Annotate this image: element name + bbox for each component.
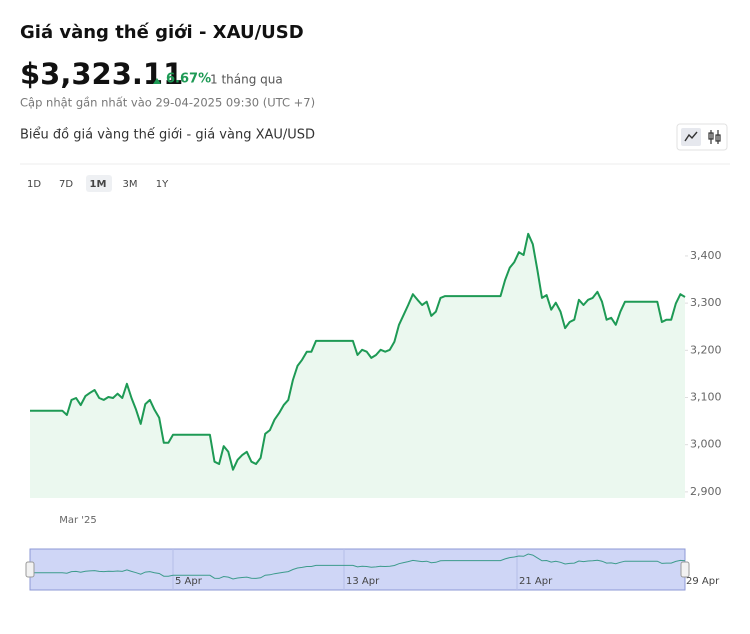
range-button[interactable]: 7D xyxy=(59,179,73,190)
navigator-handle[interactable] xyxy=(25,561,35,578)
navigator-label: 21 Apr xyxy=(519,576,553,587)
navigator-label: 13 Apr xyxy=(346,576,380,587)
line-icon xyxy=(684,131,698,142)
navigator-handle[interactable] xyxy=(680,561,690,578)
period: 1 tháng qua xyxy=(210,73,283,87)
range-buttons: 1D 7D 1M 3M 1Y xyxy=(27,175,169,192)
price: $3,323.11 xyxy=(20,57,183,91)
candle-icon[interactable] xyxy=(708,130,721,144)
up-arrow xyxy=(153,78,161,84)
navigator-line xyxy=(30,553,686,580)
y-tick-label: 3,300 xyxy=(690,296,722,309)
chart-heading: Biểu đồ giá vàng thế giới - giá vàng XAU… xyxy=(20,128,315,143)
title: Giá vàng thế giới - XAU/USD xyxy=(20,22,304,43)
x-tick-label: Mar '25 xyxy=(59,515,97,526)
range-active xyxy=(86,175,112,192)
plot: 2,900 3,000 3,100 3,200 3,300 3,400 Mar '25 5 A… xyxy=(25,232,722,591)
navigator-label: 5 Apr xyxy=(175,576,203,587)
range-button[interactable]: 1M xyxy=(90,179,107,190)
y-tick-label: 2,900 xyxy=(690,485,722,498)
y-tick-label: 3,400 xyxy=(690,249,722,262)
y-tick-label: 3,000 xyxy=(690,438,722,451)
updated: Cập nhật gần nhất vào 29-04-2025 09:30 (… xyxy=(20,96,315,110)
price-line xyxy=(30,232,686,471)
range-button[interactable]: 3M xyxy=(123,179,138,190)
range-button[interactable]: 1Y xyxy=(156,179,169,190)
y-tick-label: 3,200 xyxy=(690,343,722,356)
navigator-label: 29 Apr xyxy=(686,576,720,587)
area xyxy=(30,233,685,499)
change: 6.67% xyxy=(166,72,211,87)
range-button[interactable]: 1D xyxy=(27,179,41,190)
y-tick-label: 3,100 xyxy=(690,391,722,404)
